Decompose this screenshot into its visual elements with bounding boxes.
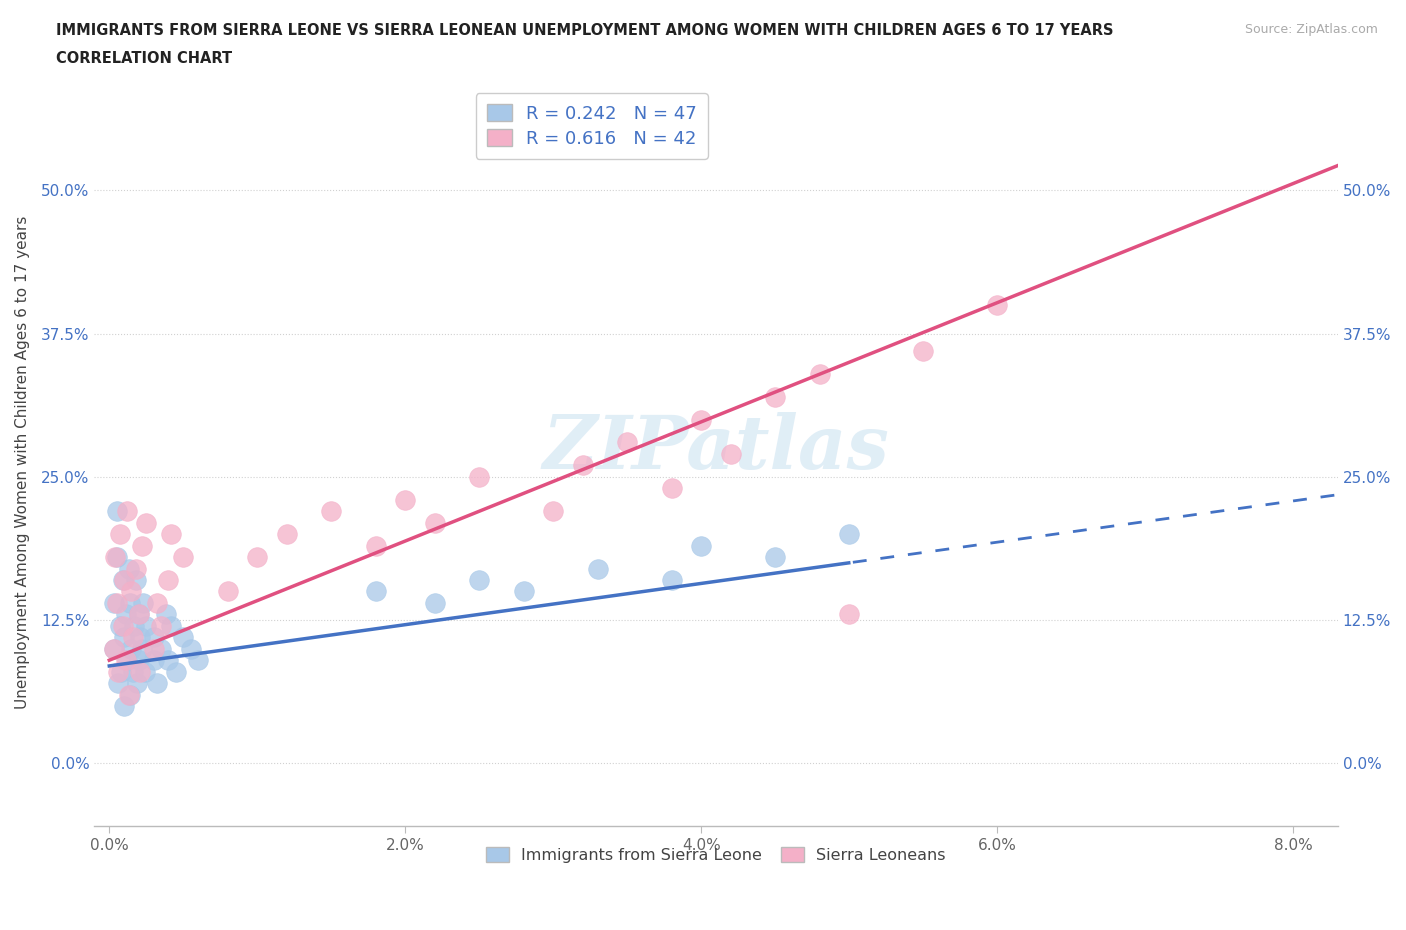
Point: [134, 664, 156, 679]
Point: [423, 515, 446, 530]
Point: [121, 642, 143, 657]
Point: [108, 618, 131, 633]
Point: [468, 573, 491, 588]
Point: [128, 607, 150, 622]
Point: [111, 618, 134, 633]
Point: [155, 607, 177, 622]
Point: [572, 458, 595, 472]
Point: [108, 526, 131, 541]
Point: [124, 618, 146, 633]
Point: [107, 676, 129, 691]
Text: Source: ZipAtlas.com: Source: ZipAtlas.com: [1244, 23, 1378, 36]
Text: CORRELATION CHART: CORRELATION CHART: [56, 51, 232, 66]
Point: [142, 642, 165, 657]
Point: [115, 504, 138, 519]
Point: [117, 687, 139, 702]
Point: [763, 550, 786, 565]
Point: [131, 642, 153, 657]
Point: [187, 653, 209, 668]
Point: [246, 550, 269, 565]
Point: [131, 538, 153, 553]
Point: [690, 412, 713, 427]
Text: IMMIGRANTS FROM SIERRA LEONE VS SIERRA LEONEAN UNEMPLOYMENT AMONG WOMEN WITH CHI: IMMIGRANTS FROM SIERRA LEONE VS SIERRA L…: [56, 23, 1114, 38]
Point: [115, 653, 138, 668]
Point: [122, 630, 145, 644]
Point: [104, 550, 127, 565]
Point: [127, 676, 149, 691]
Y-axis label: Unemployment Among Women with Children Ages 6 to 17 years: Unemployment Among Women with Children A…: [15, 216, 30, 710]
Point: [103, 595, 125, 610]
Point: [172, 630, 194, 644]
Point: [160, 526, 183, 541]
Point: [150, 642, 173, 657]
Point: [394, 492, 416, 507]
Point: [135, 618, 157, 633]
Point: [165, 664, 187, 679]
Point: [125, 561, 148, 576]
Point: [172, 550, 194, 565]
Point: [105, 550, 128, 565]
Point: [180, 642, 202, 657]
Point: [118, 595, 141, 610]
Point: [122, 664, 145, 679]
Point: [125, 573, 148, 588]
Point: [114, 653, 136, 668]
Point: [912, 343, 935, 358]
Point: [128, 607, 150, 622]
Point: [111, 573, 134, 588]
Point: [121, 584, 143, 599]
Point: [661, 573, 683, 588]
Text: ZIPatlas: ZIPatlas: [543, 412, 890, 485]
Point: [616, 435, 638, 450]
Point: [117, 561, 139, 576]
Point: [690, 538, 713, 553]
Point: [512, 584, 534, 599]
Point: [118, 687, 141, 702]
Point: [160, 618, 183, 633]
Point: [364, 538, 387, 553]
Point: [107, 664, 129, 679]
Point: [145, 595, 167, 610]
Point: [661, 481, 683, 496]
Point: [808, 366, 831, 381]
Point: [541, 504, 564, 519]
Point: [129, 664, 152, 679]
Point: [217, 584, 239, 599]
Point: [128, 653, 150, 668]
Point: [468, 470, 491, 485]
Legend: Immigrants from Sierra Leone, Sierra Leoneans: Immigrants from Sierra Leone, Sierra Leo…: [479, 841, 952, 870]
Point: [763, 389, 786, 404]
Point: [103, 642, 125, 657]
Point: [586, 561, 609, 576]
Point: [150, 618, 173, 633]
Point: [838, 526, 860, 541]
Point: [105, 595, 128, 610]
Point: [720, 446, 742, 461]
Point: [103, 642, 125, 657]
Point: [129, 630, 152, 644]
Point: [110, 664, 132, 679]
Point: [114, 607, 136, 622]
Point: [364, 584, 387, 599]
Point: [986, 298, 1008, 312]
Point: [276, 526, 298, 541]
Point: [135, 515, 157, 530]
Point: [157, 653, 180, 668]
Point: [145, 676, 167, 691]
Point: [142, 630, 165, 644]
Point: [157, 573, 180, 588]
Point: [112, 630, 135, 644]
Point: [838, 607, 860, 622]
Point: [105, 504, 128, 519]
Point: [321, 504, 343, 519]
Point: [112, 573, 135, 588]
Point: [132, 595, 155, 610]
Point: [112, 698, 135, 713]
Point: [142, 653, 165, 668]
Point: [423, 595, 446, 610]
